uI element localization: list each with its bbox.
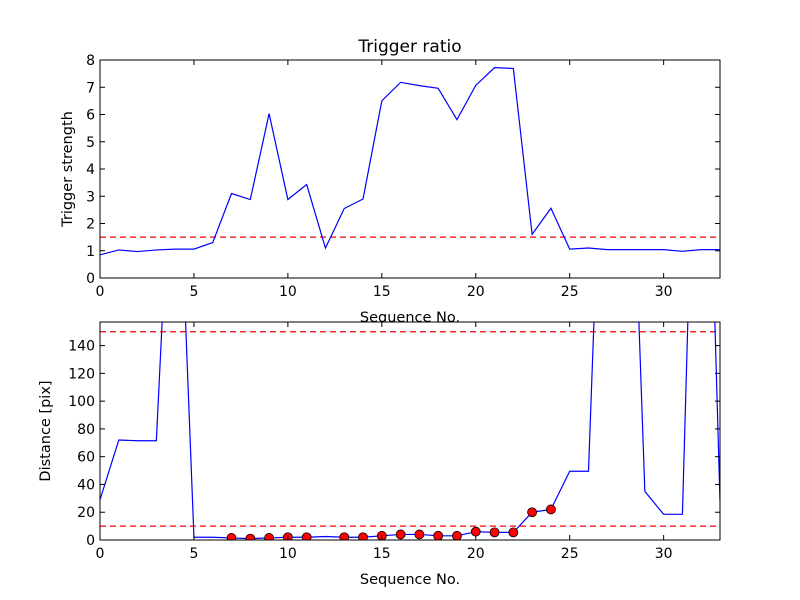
bottom-data-point: [226, 533, 237, 540]
top-x-tick-label: 5: [189, 284, 198, 300]
bottom-y-tick-label: 20: [77, 505, 95, 521]
bottom-data-point: [452, 530, 462, 540]
bottom-y-tick-label: 60: [77, 450, 95, 466]
bottom-x-tick-label: 5: [189, 546, 198, 562]
bottom-y-tick-label: 40: [77, 477, 95, 493]
bottom-data-point: [508, 527, 519, 538]
top-x-tick-label: 30: [655, 284, 673, 300]
top-y-tick-label: 6: [86, 108, 95, 124]
top-plot-background: [100, 60, 720, 278]
bottom-y-tick-label: 80: [77, 422, 95, 438]
top-y-tick-label: 8: [86, 53, 95, 69]
bottom-x-tick-label: 15: [373, 546, 391, 562]
bottom-x-tick-label: 0: [96, 546, 105, 562]
bottom-data-point: [546, 504, 556, 515]
bottom-data-point: [489, 527, 500, 538]
bottom-data-point: [414, 529, 425, 540]
top-y-tick-label: 4: [86, 162, 95, 178]
top-series-line: [100, 67, 720, 256]
top-x-tick-label: 10: [279, 284, 297, 300]
bottom-chart: 0 5 10 15 20 25 30 0 20 40 60 80 100 120 140 Sequence …: [38, 321, 721, 588]
bottom-y-axis-label: Distance [pix]: [38, 380, 54, 481]
top-y-tick-label: 3: [86, 189, 95, 205]
bottom-x-tick-label: 10: [279, 546, 297, 562]
top-x-tick-label: 0: [96, 284, 105, 300]
bottom-data-point: [358, 532, 368, 540]
bottom-data-point: [245, 533, 256, 540]
bottom-plot-area: [100, 322, 720, 540]
top-axis-ticks: 0 5 10 15 20 25 30 0 1 2 3 4 5 6 7 8: [86, 53, 720, 300]
bottom-x-axis-label: Sequence No.: [360, 572, 460, 588]
bottom-axes-frame: [99, 321, 721, 541]
bottom-y-tick-label: 0: [86, 533, 95, 549]
top-x-tick-label: 25: [561, 284, 579, 300]
bottom-data-point: [470, 526, 481, 537]
bottom-data-point: [339, 532, 350, 540]
bottom-y-tick-label: 120: [68, 366, 95, 382]
bottom-y-tick-label: 100: [68, 394, 95, 410]
bottom-x-tick-label: 25: [561, 546, 579, 562]
top-y-axis-label: Trigger strength: [60, 111, 76, 228]
top-x-tick-label: 20: [467, 284, 485, 300]
bottom-x-tick-label: 30: [655, 546, 673, 562]
top-x-tick-label: 15: [373, 284, 391, 300]
bottom-data-point: [433, 530, 444, 540]
top-y-tick-label: 0: [86, 271, 95, 287]
top-y-tick-label: 7: [86, 80, 95, 96]
top-y-tick-label: 1: [86, 244, 95, 260]
bottom-data-point: [527, 507, 538, 518]
bottom-axis-ticks: 0 5 10 15 20 25 30 0 20 40 60 80 100 120 140: [68, 322, 720, 562]
top-axes-frame: [99, 59, 721, 279]
bottom-plot-background: [100, 322, 720, 540]
bottom-y-tick-label: 140: [68, 339, 95, 355]
top-y-tick-label: 5: [86, 135, 95, 151]
top-chart-title: Trigger ratio: [357, 37, 461, 57]
bottom-x-tick-label: 20: [467, 546, 485, 562]
bottom-series-line: [100, 322, 720, 540]
top-plot-area: [100, 67, 720, 256]
top-y-tick-label: 2: [86, 217, 95, 233]
bottom-data-point: [301, 532, 312, 540]
bottom-data-point: [264, 533, 274, 540]
bottom-data-point: [395, 529, 406, 540]
